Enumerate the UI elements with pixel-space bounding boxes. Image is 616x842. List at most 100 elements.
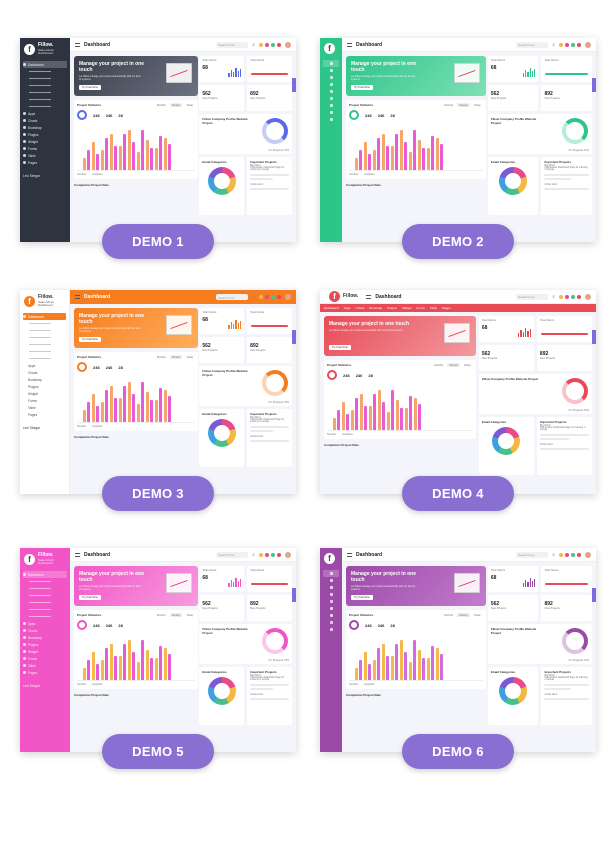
sidebar-item[interactable] <box>323 584 339 591</box>
sidebar-item[interactable] <box>323 60 339 67</box>
submenu-item[interactable] <box>23 341 66 348</box>
notification-icon[interactable] <box>571 552 575 557</box>
submenu-item[interactable] <box>23 89 67 96</box>
menu-toggle-icon[interactable] <box>75 295 80 299</box>
sidebar-item[interactable] <box>323 577 339 584</box>
sidebar-item[interactable] <box>323 626 339 633</box>
sidebar-item-bootstrap[interactable]: Bootstrap <box>23 634 67 641</box>
notification-icon[interactable] <box>265 552 269 557</box>
notification-icon[interactable] <box>571 42 575 47</box>
search-icon[interactable]: ⌕ <box>552 41 555 48</box>
search-input[interactable]: Search here <box>216 41 249 48</box>
submenu-item[interactable] <box>23 327 66 334</box>
tab-today[interactable]: Today <box>186 103 194 107</box>
sidebar-item-widget[interactable]: Widget <box>23 138 67 145</box>
submenu-item[interactable] <box>23 348 66 355</box>
avatar[interactable] <box>585 293 591 300</box>
tab-weekly[interactable]: Weekly <box>169 103 183 107</box>
try-free-button[interactable]: Try Free Now <box>351 594 373 600</box>
search-icon[interactable]: ⌕ <box>552 293 555 300</box>
sidebar-item[interactable] <box>323 619 339 626</box>
search-icon[interactable]: ⌕ <box>252 551 255 558</box>
sidebar-item[interactable] <box>323 570 339 577</box>
submenu-item[interactable] <box>23 613 67 620</box>
submenu-item[interactable] <box>23 75 67 82</box>
submenu-item[interactable] <box>23 355 66 362</box>
try-free-button[interactable]: Try Free Now <box>329 344 351 350</box>
search-input[interactable]: Search here <box>216 551 249 558</box>
tab-weekly[interactable]: Weekly <box>169 355 183 359</box>
sidebar-item-widget[interactable]: Widget <box>23 390 66 397</box>
notification-icon[interactable] <box>265 42 269 47</box>
tab-weekly[interactable]: Weekly <box>447 363 460 367</box>
submenu-item[interactable] <box>23 68 67 75</box>
submenu-item[interactable] <box>23 606 67 613</box>
notification-icon[interactable] <box>277 295 281 299</box>
dashboard-preview[interactable]: f Fillow. Saas Admin Dashboard Dashboard App… <box>20 38 296 242</box>
notification-icon[interactable] <box>259 42 263 47</box>
notification-icon[interactable] <box>271 552 275 557</box>
try-free-button[interactable]: Try Free Now <box>79 594 101 600</box>
tab-weekly[interactable]: Weekly <box>457 103 470 107</box>
sidebar-item-dashboard[interactable]: Dashboard <box>23 61 67 69</box>
dashboard-preview[interactable]: f Fillow. Dashboard Search here ⌕ Dashboard Ap… <box>320 290 596 494</box>
avatar[interactable] <box>285 41 291 48</box>
demo-button[interactable]: DEMO 3 <box>102 476 214 511</box>
search-input[interactable]: Search here <box>516 551 549 558</box>
brand-logo[interactable]: f <box>320 548 342 569</box>
tab-weekly[interactable]: Weekly <box>169 613 183 617</box>
menu-toggle-icon[interactable] <box>366 294 372 299</box>
sidebar-item-forms[interactable]: Forms <box>23 397 66 404</box>
sidebar-item-table[interactable]: Table <box>23 152 67 159</box>
tab-today[interactable]: Today <box>186 355 194 359</box>
tab-monthly[interactable]: Monthly <box>156 355 166 359</box>
notification-icon[interactable] <box>277 552 281 557</box>
sidebar-item[interactable] <box>323 74 339 81</box>
notification-icon[interactable] <box>571 294 575 299</box>
sidebar-item[interactable] <box>323 67 339 74</box>
sidebar-item[interactable] <box>323 109 339 116</box>
demo-button[interactable]: DEMO 2 <box>402 224 514 259</box>
try-free-button[interactable]: Try Free Now <box>79 336 101 342</box>
settings-tab[interactable] <box>592 588 596 602</box>
notification-icon[interactable] <box>577 552 581 557</box>
brand-logo[interactable]: f Fillow. Saas Admin Dashboard <box>20 548 70 570</box>
try-free-button[interactable]: Try Free Now <box>79 84 101 90</box>
menu-toggle-icon[interactable] <box>347 552 352 557</box>
sidebar-item-plugins[interactable]: Plugins <box>23 131 67 138</box>
settings-tab[interactable] <box>592 78 596 92</box>
dashboard-preview[interactable]: f Fillow. Saas Admin Dashboard Dashboard App… <box>20 290 296 494</box>
search-input[interactable]: Search here <box>216 294 249 300</box>
sidebar-item-bootstrap[interactable]: Bootstrap <box>23 124 67 131</box>
sidebar-item[interactable] <box>323 116 339 123</box>
hnav-item-pages[interactable]: Pages <box>442 306 451 310</box>
avatar[interactable] <box>585 551 591 558</box>
sidebar-item-widget[interactable]: Widget <box>23 648 67 655</box>
sidebar-item-dashboard[interactable]: Dashboard <box>23 571 67 579</box>
notification-icon[interactable] <box>565 552 569 557</box>
brand-logo[interactable]: f Fillow. Saas Admin Dashboard <box>20 38 70 60</box>
sidebar-item-plugins[interactable]: Plugins <box>23 383 66 390</box>
sidebar-item[interactable] <box>323 591 339 598</box>
submenu-item[interactable] <box>23 334 66 341</box>
brand-logo[interactable]: f <box>320 38 342 59</box>
brand-logo[interactable]: f Fillow. Saas Admin Dashboard <box>20 290 69 312</box>
hnav-item-dashboard[interactable]: Dashboard <box>324 306 339 310</box>
sidebar-item-dashboard[interactable]: Dashboard <box>23 313 66 321</box>
search-icon[interactable]: ⌕ <box>252 294 255 300</box>
sidebar-item[interactable] <box>323 605 339 612</box>
submenu-item[interactable] <box>23 578 67 585</box>
dashboard-preview[interactable]: f Dashboard Search here ⌕ Manage your projec… <box>320 38 596 242</box>
tab-monthly[interactable]: Monthly <box>156 103 166 107</box>
sidebar-item-forms[interactable]: Forms <box>23 145 67 152</box>
submenu-item[interactable] <box>23 599 67 606</box>
menu-toggle-icon[interactable] <box>75 552 80 557</box>
tab-weekly[interactable]: Weekly <box>457 613 470 617</box>
try-free-button[interactable]: Try Free Now <box>351 84 373 90</box>
submenu-item[interactable] <box>23 82 67 89</box>
notification-icon[interactable] <box>565 42 569 47</box>
tab-monthly[interactable]: Monthly <box>444 613 454 617</box>
tab-today[interactable]: Today <box>463 363 471 367</box>
tab-today[interactable]: Today <box>473 613 481 617</box>
notification-icon[interactable] <box>259 295 263 299</box>
